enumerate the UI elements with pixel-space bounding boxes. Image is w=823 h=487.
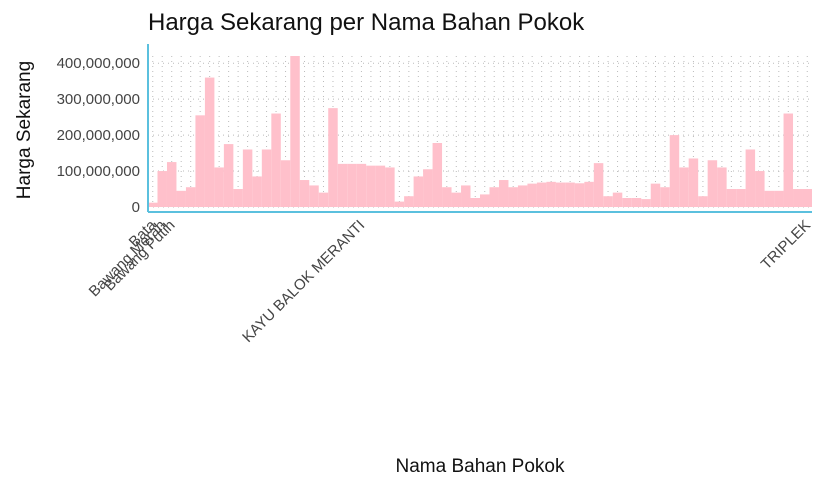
bar: [404, 196, 414, 207]
bar: [309, 185, 319, 207]
bar: [461, 185, 471, 207]
bar: [565, 182, 575, 207]
bar: [498, 180, 509, 207]
bar: [299, 180, 310, 207]
bar: [423, 169, 433, 207]
bar: [802, 189, 812, 207]
bar: [707, 160, 718, 207]
bar: [555, 182, 566, 207]
bar: [764, 190, 775, 207]
bar: [679, 167, 689, 207]
bar: [489, 187, 499, 207]
y-tick-label: 0: [132, 199, 140, 216]
bar: [717, 167, 727, 207]
bar: [204, 77, 215, 207]
bar: [176, 190, 186, 207]
bar: [318, 192, 329, 207]
bar: [612, 192, 623, 207]
bar: [745, 149, 756, 207]
bar: [261, 149, 272, 207]
bar: [394, 201, 405, 207]
chart-title: Harga Sekarang per Nama Bahan Pokok: [148, 9, 585, 36]
y-tick-label: 100,000,000: [57, 163, 140, 180]
bar: [574, 183, 585, 207]
bar: [774, 190, 784, 207]
bar: [641, 199, 651, 207]
bar: [157, 171, 167, 207]
bar: [385, 167, 395, 207]
y-tick-label: 400,000,000: [57, 55, 140, 72]
bar: [328, 108, 338, 207]
bar: [451, 192, 462, 207]
bar: [214, 167, 224, 207]
bar: [650, 183, 661, 207]
bar: [688, 158, 699, 207]
bar: [413, 176, 424, 207]
bar: [280, 160, 291, 207]
bar: [290, 56, 300, 207]
bar: [356, 163, 367, 207]
bar: [442, 187, 452, 207]
bar: [660, 187, 670, 207]
bar: [148, 202, 158, 207]
bar: [347, 163, 357, 207]
y-axis-title: Harga Sekarang: [14, 61, 35, 199]
bar: [755, 171, 765, 207]
bar: [603, 196, 613, 207]
bar: [252, 176, 262, 207]
bar: [366, 165, 376, 207]
bar: [536, 182, 547, 207]
bar: [508, 187, 518, 207]
bar: [584, 181, 594, 207]
bar: [195, 115, 205, 207]
bar: [736, 189, 746, 207]
bar: [223, 144, 234, 207]
bar: [166, 162, 177, 207]
bar: [517, 185, 528, 207]
bar: [375, 165, 386, 207]
bar: [783, 113, 794, 207]
bar: [593, 163, 604, 207]
bar: [698, 196, 708, 207]
bar: [669, 135, 680, 207]
x-tick-label: TRIPLEK: [758, 217, 814, 273]
y-tick-label: 200,000,000: [57, 127, 140, 144]
bar: [242, 149, 253, 207]
bar: [527, 183, 537, 207]
y-tick-label: 300,000,000: [57, 91, 140, 108]
bar: [337, 163, 348, 207]
bar: [546, 181, 556, 207]
bar: [631, 198, 642, 207]
bar: [271, 113, 281, 207]
bar: [185, 187, 196, 207]
bar: [622, 198, 632, 207]
bar: [233, 189, 243, 207]
bar: [793, 189, 803, 207]
bar: [726, 189, 737, 207]
bar: [480, 194, 490, 207]
x-tick-label: KAYU BALOK MERANTI: [239, 217, 368, 346]
bar: [470, 198, 480, 207]
x-axis-title: Nama Bahan Pokok: [396, 456, 565, 477]
bar: [432, 143, 443, 207]
